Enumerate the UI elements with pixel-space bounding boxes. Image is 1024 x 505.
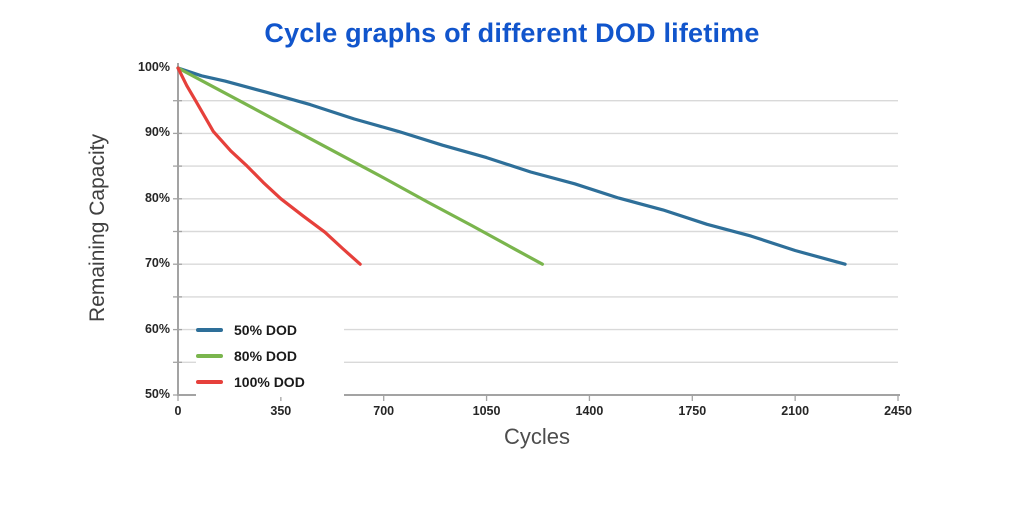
series-line-80-dod	[176, 66, 545, 266]
x-tick-label-0: 0	[174, 404, 182, 418]
y-axis-title: Remaining Capacity	[86, 134, 109, 322]
x-tick-label-350: 350	[270, 404, 292, 418]
y-tick-label-80: 80%	[144, 190, 170, 205]
series-line-50-dod	[176, 66, 847, 266]
legend-line-swatch-red	[196, 380, 223, 384]
legend-label: 50% DOD	[234, 322, 298, 338]
y-tick-label-60: 60%	[144, 321, 170, 336]
y-tick-label-70: 70%	[144, 256, 170, 271]
x-tick-label-1400: 1400	[575, 404, 604, 418]
legend-item-100-dod: 100% DOD	[196, 369, 344, 395]
legend-label: 80% DOD	[234, 348, 298, 364]
chart-title: Cycle graphs of different DOD lifetime	[264, 18, 760, 48]
x-tick-label-700: 700	[373, 404, 395, 418]
x-axis-title: Cycles	[503, 424, 570, 449]
x-tick-label-1750: 1750	[678, 404, 707, 418]
x-tick-label-2100: 2100	[781, 404, 810, 418]
legend: 50% DOD 80% DOD 100% DOD	[196, 315, 344, 397]
legend-line-swatch-green	[196, 354, 223, 358]
y-tick-label-50: 50%	[144, 387, 170, 401]
series-line-100-dod	[176, 66, 362, 266]
x-tick-label-1050: 1050	[472, 404, 501, 418]
legend-item-50-dod: 50% DOD	[196, 317, 344, 343]
legend-label: 100% DOD	[234, 374, 305, 390]
x-tick-label-2450: 2450	[884, 404, 912, 418]
legend-item-80-dod: 80% DOD	[196, 343, 344, 369]
legend-line-swatch-blue	[196, 328, 223, 332]
y-tick-label-90: 90%	[144, 125, 170, 140]
y-tick-label-100: 100%	[138, 60, 170, 74]
